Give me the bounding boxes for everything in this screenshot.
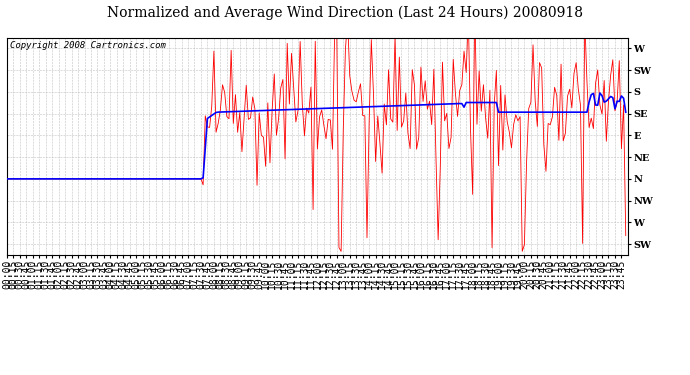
Text: Copyright 2008 Cartronics.com: Copyright 2008 Cartronics.com [10,41,166,50]
Text: Normalized and Average Wind Direction (Last 24 Hours) 20080918: Normalized and Average Wind Direction (L… [107,6,583,20]
